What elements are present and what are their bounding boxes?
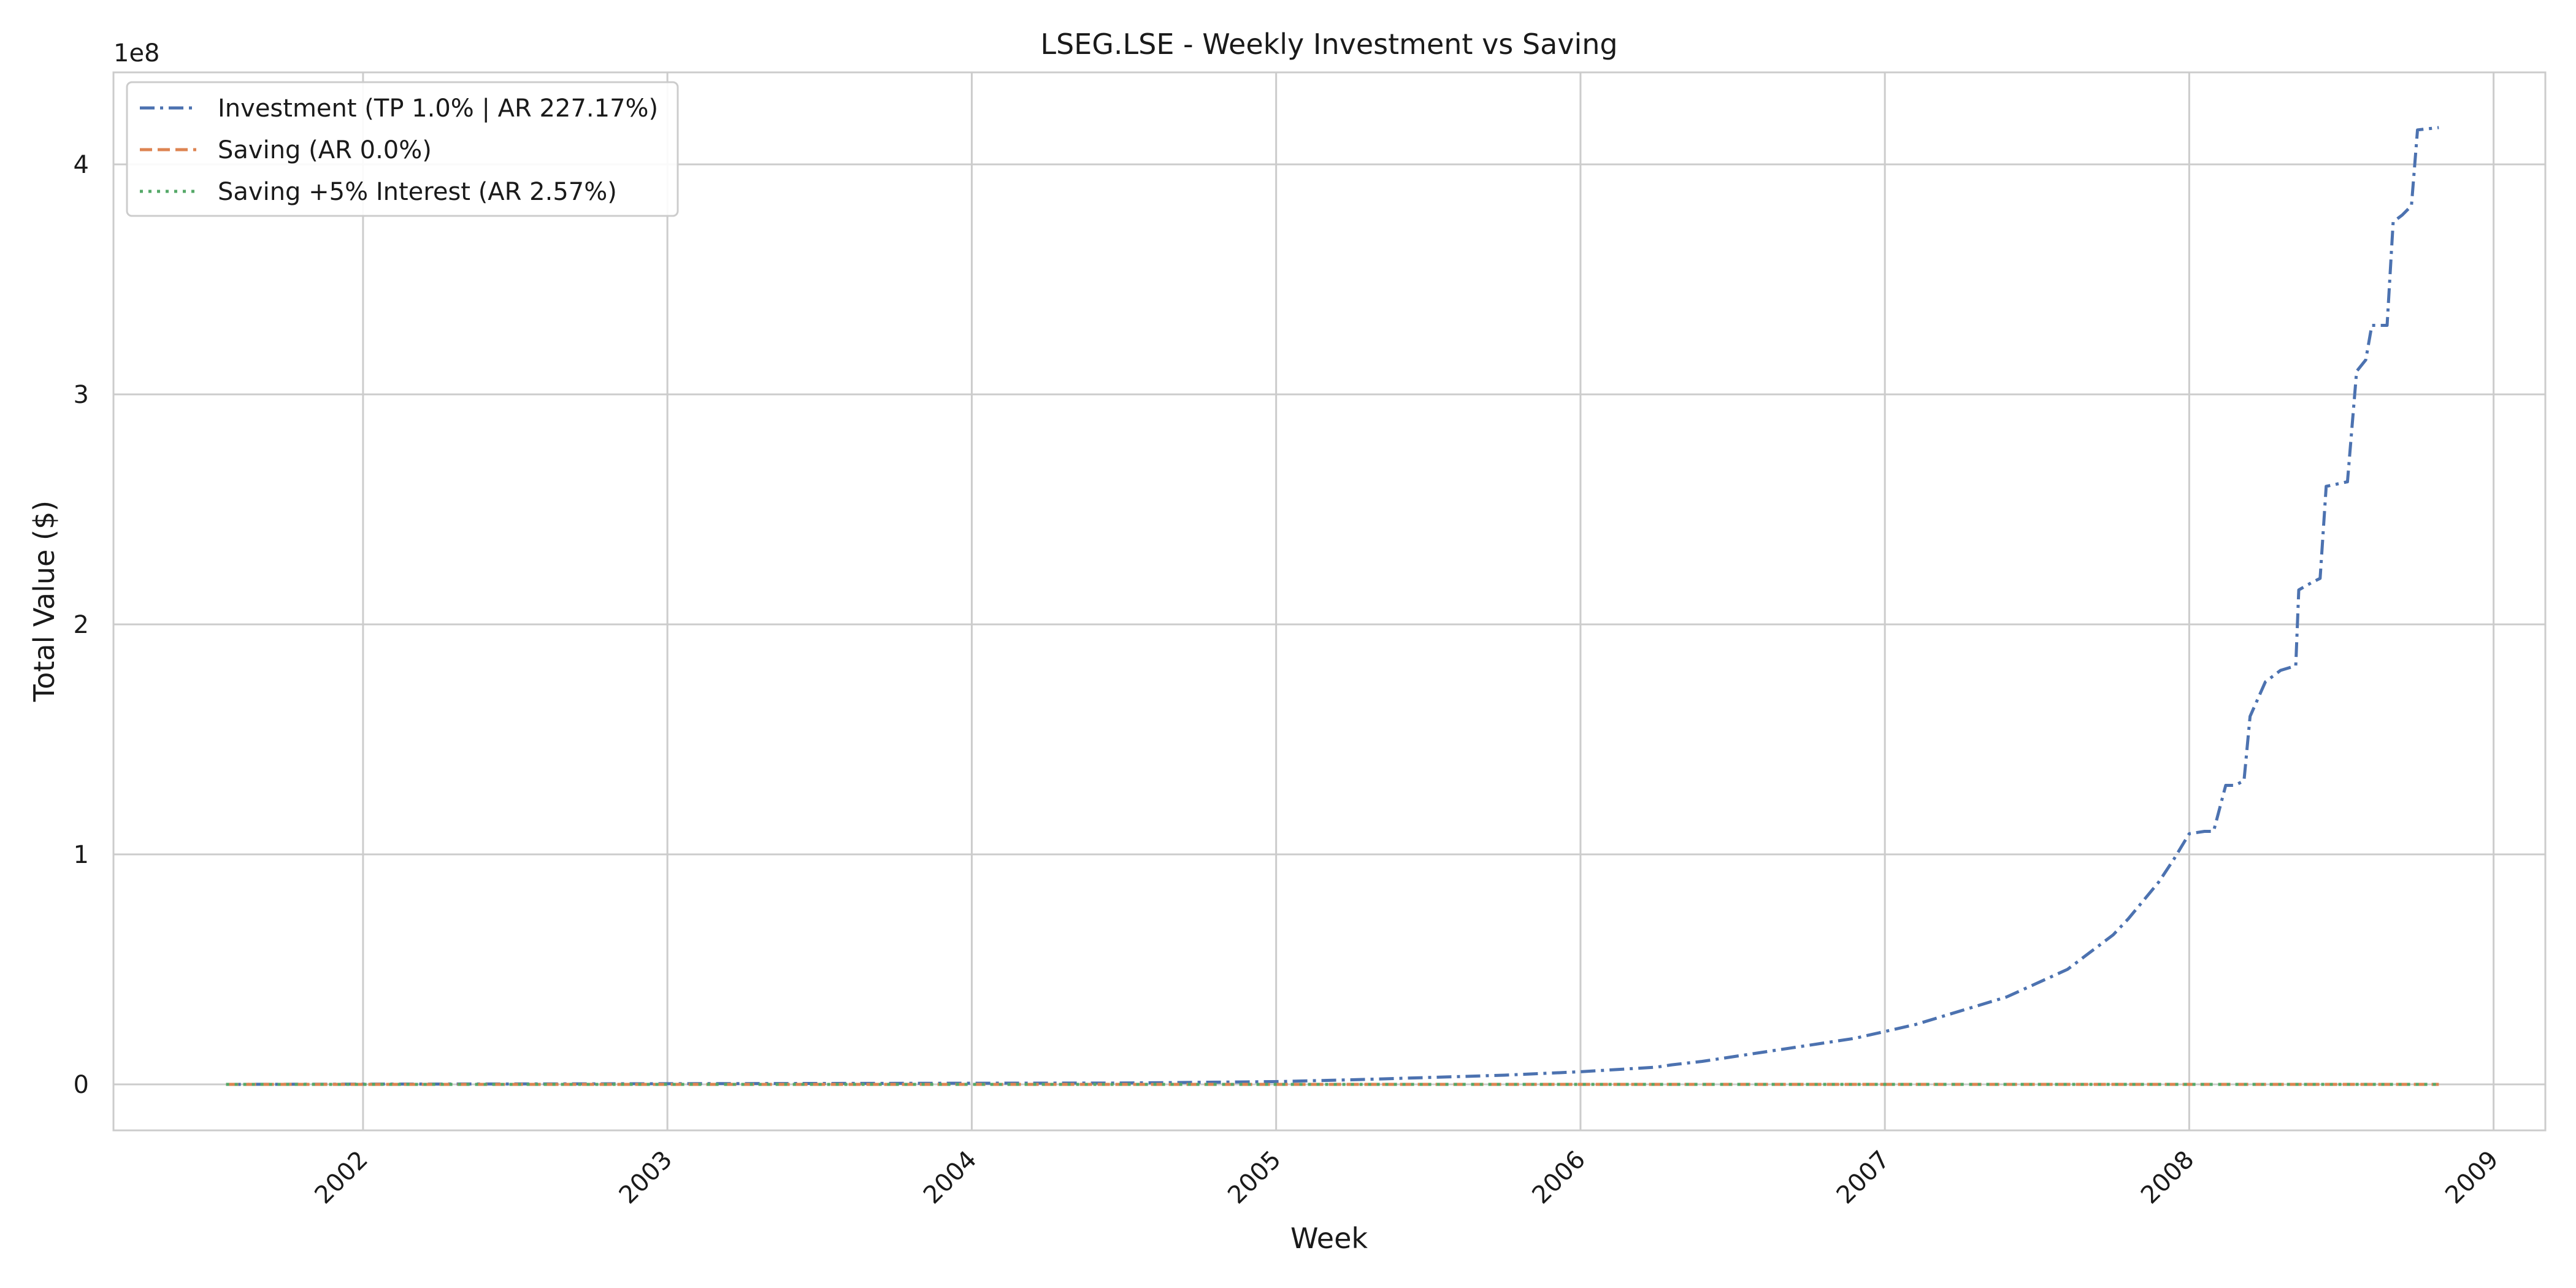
series-lines (226, 126, 2439, 1086)
plot-frame (112, 71, 2547, 1132)
x-axis-label: Week (1290, 1222, 1368, 1255)
legend-label-3: Saving +5% Interest (AR 2.57%) (218, 178, 617, 206)
y-tick-label: 3 (74, 381, 89, 409)
chart-title: LSEG.LSE - Weekly Investment vs Saving (1040, 28, 1617, 61)
y-tick-label: 0 (74, 1071, 89, 1099)
legend-label-1: Investment (TP 1.0% | AR 227.17%) (218, 94, 658, 123)
y-axis-label: Total Value ($) (28, 500, 61, 702)
series-line-1 (226, 126, 2439, 1086)
legend-box (126, 81, 679, 217)
y-axis-offset-text: 1e8 (113, 39, 160, 67)
y-tick-label: 4 (74, 151, 89, 179)
y-tick-label: 1 (74, 841, 89, 869)
y-axis-ticks: 0 1 2 3 4 (74, 151, 89, 1099)
y-tick-label: 2 (74, 611, 89, 639)
legend: Investment (TP 1.0% | AR 227.17%) Saving … (126, 81, 679, 217)
legend-label-2: Saving (AR 0.0%) (218, 136, 432, 164)
